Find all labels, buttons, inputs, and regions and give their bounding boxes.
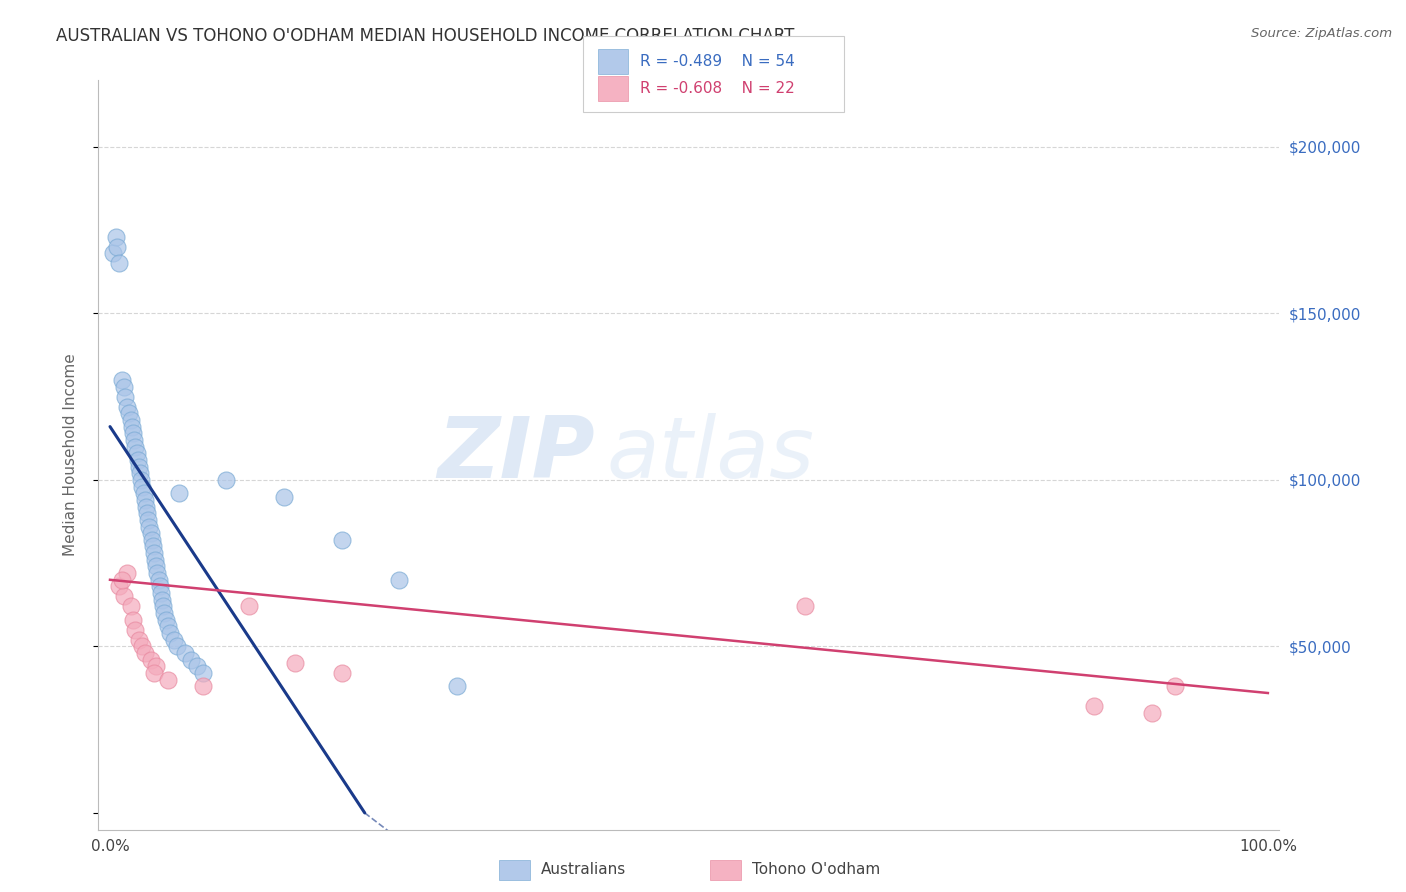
Point — [163, 632, 186, 647]
Point — [139, 653, 162, 667]
Text: R = -0.489    N = 54: R = -0.489 N = 54 — [640, 54, 794, 69]
Point — [129, 467, 152, 481]
Point — [156, 673, 179, 687]
Point — [156, 619, 179, 633]
Point — [134, 492, 156, 507]
Point — [112, 590, 135, 604]
Text: Tohono O'odham: Tohono O'odham — [752, 863, 880, 877]
Point — [145, 559, 167, 574]
Point — [143, 666, 166, 681]
Point — [186, 659, 208, 673]
Point — [166, 640, 188, 654]
Point — [273, 490, 295, 504]
Point — [114, 390, 136, 404]
Point — [108, 256, 131, 270]
Point — [122, 613, 145, 627]
Point — [110, 373, 132, 387]
Text: Source: ZipAtlas.com: Source: ZipAtlas.com — [1251, 27, 1392, 40]
Point — [134, 646, 156, 660]
Point — [120, 413, 142, 427]
Point — [238, 599, 260, 614]
Point — [135, 500, 157, 514]
Point — [105, 240, 128, 254]
Text: ZIP: ZIP — [437, 413, 595, 497]
Point — [146, 566, 169, 581]
Point — [128, 632, 150, 647]
Point — [136, 513, 159, 527]
Point — [180, 653, 202, 667]
Point — [191, 666, 214, 681]
Point — [793, 599, 815, 614]
Point — [129, 473, 152, 487]
Point — [155, 613, 177, 627]
Text: AUSTRALIAN VS TOHONO O'ODHAM MEDIAN HOUSEHOLD INCOME CORRELATION CHART: AUSTRALIAN VS TOHONO O'ODHAM MEDIAN HOUS… — [56, 27, 794, 45]
Point — [141, 533, 163, 547]
Point — [149, 579, 172, 593]
Point — [103, 246, 125, 260]
Point — [159, 626, 181, 640]
Point — [117, 400, 139, 414]
Point — [142, 540, 165, 554]
Point — [148, 573, 170, 587]
Point — [131, 640, 153, 654]
Point — [138, 519, 160, 533]
Point — [110, 573, 132, 587]
Point — [117, 406, 139, 420]
Point — [132, 486, 155, 500]
Point — [1164, 679, 1187, 693]
Point — [143, 553, 166, 567]
Point — [121, 419, 143, 434]
Point — [136, 506, 159, 520]
Point — [122, 426, 145, 441]
Point — [191, 679, 214, 693]
Point — [215, 473, 238, 487]
Point — [124, 623, 146, 637]
Point — [117, 566, 139, 581]
Point — [145, 659, 167, 673]
Point — [150, 592, 173, 607]
Point — [388, 573, 411, 587]
Point — [127, 453, 149, 467]
Point — [169, 486, 191, 500]
Point — [120, 599, 142, 614]
Point — [128, 459, 150, 474]
Text: atlas: atlas — [606, 413, 814, 497]
Point — [124, 433, 146, 447]
Point — [108, 579, 131, 593]
Point — [1083, 699, 1105, 714]
Point — [284, 656, 307, 670]
Point — [174, 646, 197, 660]
Point — [149, 586, 172, 600]
Point — [330, 533, 353, 547]
Text: Australians: Australians — [541, 863, 627, 877]
Point — [143, 546, 166, 560]
Point — [131, 479, 153, 493]
Point — [153, 606, 176, 620]
Point — [1140, 706, 1163, 720]
Point — [104, 229, 127, 244]
Point — [112, 379, 135, 393]
Y-axis label: Median Household Income: Median Household Income — [63, 353, 77, 557]
Point — [125, 446, 148, 460]
Point — [152, 599, 174, 614]
Text: R = -0.608    N = 22: R = -0.608 N = 22 — [640, 81, 794, 95]
Point — [446, 679, 468, 693]
Point — [330, 666, 353, 681]
Point — [139, 526, 162, 541]
Point — [124, 440, 146, 454]
